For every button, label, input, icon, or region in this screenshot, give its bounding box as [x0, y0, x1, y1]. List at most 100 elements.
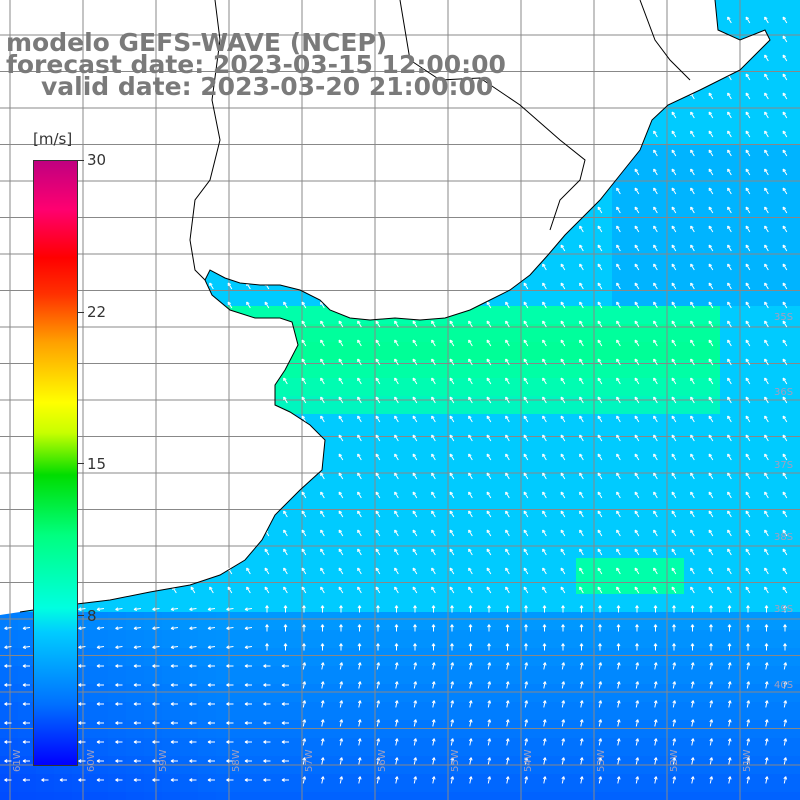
wind-arrow [745, 149, 751, 157]
wind-arrow [653, 415, 658, 423]
wind-arrow [281, 702, 289, 706]
wind-arrow [672, 757, 677, 765]
wind-arrow [189, 702, 197, 706]
wind-arrow [115, 740, 123, 744]
wind-arrow [524, 700, 529, 708]
wind-arrow [561, 700, 566, 708]
lat-label: 40S [774, 680, 794, 691]
wind-arrow [226, 645, 234, 650]
wind-arrow [487, 757, 492, 765]
wind-arrow [320, 510, 325, 518]
wind-arrow [320, 681, 325, 689]
wind-arrow [394, 510, 399, 518]
wind-arrow [244, 740, 252, 744]
wind-arrow [634, 548, 640, 556]
wind-arrow [616, 377, 621, 385]
wind-arrow [523, 586, 529, 594]
wind-arrow [302, 738, 307, 746]
wind-arrow [505, 776, 510, 784]
wind-arrow [133, 721, 141, 725]
wind-arrow [782, 225, 788, 233]
wind-arrow [524, 605, 528, 613]
wind-arrow [597, 225, 603, 233]
wind-arrow [357, 719, 362, 727]
wind-arrow [207, 607, 216, 612]
wind-arrow [727, 187, 732, 195]
wind-arrow [708, 491, 714, 499]
wind-arrow [727, 225, 732, 233]
lat-label: 39S [774, 604, 794, 615]
wind-arrow [357, 605, 362, 613]
wind-arrow [487, 738, 492, 746]
wind-arrow [690, 187, 695, 195]
wind-arrow [301, 301, 307, 309]
wind-arrow [263, 740, 271, 744]
wind-arrow [598, 662, 603, 670]
wind-arrow [764, 491, 769, 499]
wind-arrow [597, 282, 603, 290]
wind-arrow [394, 719, 399, 727]
wind-arrow [672, 700, 677, 708]
wind-arrow [653, 396, 658, 404]
wind-arrow [487, 700, 492, 708]
wind-arrow [431, 548, 436, 556]
wind-arrow [357, 567, 362, 575]
wind-arrow [394, 548, 399, 556]
wind-arrow [450, 662, 455, 670]
wind-arrow [244, 645, 253, 650]
wind-arrow [653, 719, 658, 727]
wind-arrow [690, 643, 695, 651]
wind-arrow [357, 434, 362, 442]
wind-arrow [375, 586, 381, 594]
wind-arrow [283, 510, 288, 518]
wind-arrow [634, 377, 640, 385]
wind-arrow [690, 548, 695, 556]
wind-arrow [152, 702, 160, 706]
wind-arrow [671, 187, 677, 195]
wind-arrow [727, 510, 732, 518]
wind-arrow [431, 339, 436, 347]
wind-arrow [449, 320, 455, 328]
wind-arrow [653, 605, 658, 613]
wind-arrow [152, 778, 160, 782]
wind-arrow [523, 377, 529, 385]
wind-arrow [764, 567, 769, 575]
wind-arrow [783, 700, 788, 708]
wind-arrow [708, 529, 714, 537]
wind-arrow [616, 738, 621, 746]
wind-arrow [616, 719, 621, 727]
wind-arrow [189, 626, 197, 631]
wind-arrow [579, 529, 584, 537]
wind-arrow [634, 358, 640, 366]
wind-arrow [468, 624, 473, 632]
wind-arrow [653, 738, 658, 746]
wind-arrow [579, 681, 584, 689]
wind-arrow [708, 149, 714, 157]
wind-arrow [189, 645, 197, 650]
wind-arrow [486, 320, 492, 328]
wind-arrow [672, 681, 677, 689]
wind-arrow [653, 149, 658, 157]
wind-arrow [745, 358, 751, 366]
wind-arrow [764, 168, 769, 176]
wind-arrow [468, 662, 473, 670]
wind-arrow [597, 434, 603, 442]
wind-arrow [690, 434, 695, 442]
wind-arrow [708, 510, 714, 518]
wind-arrow [708, 472, 714, 480]
wind-arrow [783, 605, 787, 613]
wind-arrow [283, 377, 288, 385]
wind-arrow [708, 396, 714, 404]
wind-arrow [746, 681, 751, 689]
wind-arrow [189, 683, 197, 687]
wind-arrow [339, 738, 344, 746]
wind-arrow [560, 282, 566, 290]
wind-arrow [542, 282, 547, 290]
wind-arrow [764, 377, 769, 385]
wind-arrow [468, 434, 473, 442]
wind-arrow [690, 301, 695, 309]
wind-arrow [449, 415, 455, 423]
wind-arrow [690, 339, 695, 347]
wind-arrow [764, 301, 769, 309]
wind-arrow [413, 681, 418, 689]
